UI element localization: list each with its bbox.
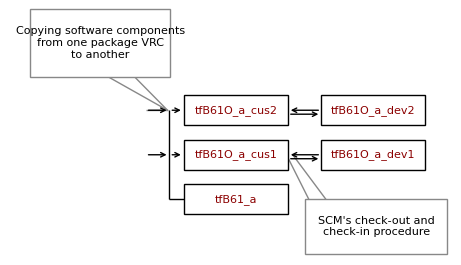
Bar: [183, 140, 288, 170]
Text: tfB61O_a_dev1: tfB61O_a_dev1: [331, 149, 415, 160]
Text: tfB61O_a_dev2: tfB61O_a_dev2: [331, 105, 416, 116]
Text: tfB61_a: tfB61_a: [214, 194, 257, 205]
Text: SCM's check-out and
check-in procedure: SCM's check-out and check-in procedure: [318, 216, 435, 237]
Text: Copying software components
from one package VRC
to another: Copying software components from one pac…: [16, 26, 185, 60]
Bar: [321, 140, 426, 170]
Bar: [321, 95, 426, 125]
Bar: [183, 184, 288, 214]
Text: tfB61O_a_cus2: tfB61O_a_cus2: [194, 105, 277, 116]
Bar: [305, 199, 447, 254]
Text: tfB61O_a_cus1: tfB61O_a_cus1: [195, 149, 277, 160]
Bar: [30, 9, 171, 77]
Bar: [183, 95, 288, 125]
